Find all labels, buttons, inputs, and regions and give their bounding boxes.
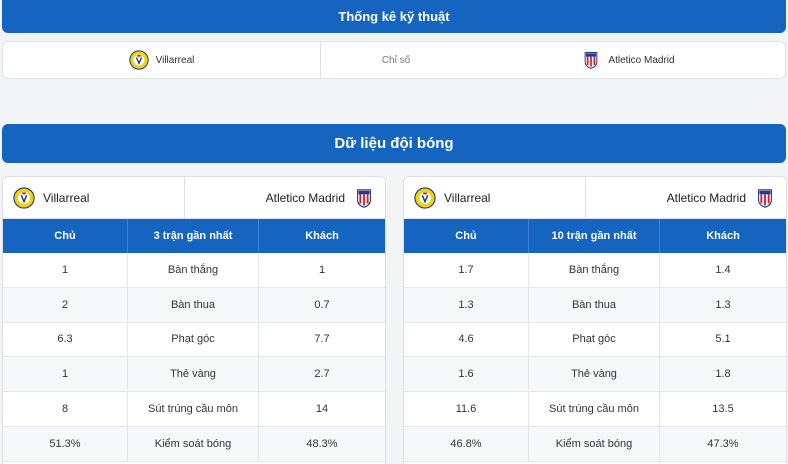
away-team[interactable]: Atletico Madrid [471, 42, 785, 78]
stat-name: Kiểm soát bóng [529, 426, 660, 461]
page-title: Thống kê kỹ thuật [2, 0, 786, 33]
stat-name: Kiểm soát bóng [128, 426, 259, 461]
away-team[interactable]: Atletico Madrid [586, 177, 786, 218]
away-value: 48.3% [306, 437, 338, 450]
home-value: 1.7 [404, 253, 529, 287]
table-row: 8 Sút trúng cầu môn 14 [3, 392, 385, 427]
home-value: 2 [3, 287, 128, 322]
home-value: 11.6 [404, 392, 529, 426]
table-body: 1 Bàn thắng 1 2 Bàn thua 0.7 6.3 Phạt góc 7.7 … [3, 253, 385, 462]
col-period: 3 trận gần nhất [128, 219, 259, 253]
away-value: 1 [318, 263, 326, 276]
away-value: 47.3% [707, 437, 739, 450]
teams-row: Villarreal Atletico Madrid [404, 177, 786, 219]
table-row: 51.3% Kiểm soát bóng 48.3% [3, 426, 385, 462]
home-value: 1 [3, 357, 128, 392]
table-row: 1.7 Bàn thắng 1.4 [404, 253, 786, 288]
away-value: 14 [315, 403, 329, 416]
away-value: 2.7 [314, 368, 330, 381]
away-team[interactable]: Atletico Madrid [185, 177, 385, 218]
away-team-name: Atletico Madrid [265, 190, 345, 205]
home-value: 8 [3, 392, 128, 426]
table-header: Chủ 10 trận gần nhất Khách [404, 219, 786, 253]
match-header: Villarreal Chỉ số Atletico Madrid [2, 41, 786, 79]
col-home: Chủ [404, 219, 529, 253]
villarreal-crest-icon [129, 50, 149, 70]
away-value: 1.8 [715, 368, 731, 381]
table-row: 11.6 Sút trúng cầu môn 13.5 [404, 392, 786, 427]
atletico-crest-icon [353, 187, 375, 209]
teams-row: Villarreal Atletico Madrid [3, 177, 385, 219]
villarreal-crest-icon [13, 187, 35, 209]
table-row: 4.6 Phạt góc 5.1 [404, 322, 786, 358]
villarreal-crest-icon [414, 187, 436, 209]
col-period: 10 trận gần nhất [529, 219, 660, 253]
table-row: 6.3 Phạt góc 7.7 [3, 322, 385, 358]
atletico-crest-icon [581, 50, 601, 70]
stat-name: Phạt góc [529, 322, 660, 357]
away-value: 13.5 [712, 403, 734, 416]
home-value: 6.3 [3, 322, 128, 357]
home-value: 1.3 [404, 287, 529, 322]
away-value: 5.1 [715, 333, 731, 346]
stat-name: Bàn thua [128, 287, 259, 322]
section-title: Dữ liệu đội bóng [2, 124, 786, 163]
stat-name: Sút trúng cầu môn [529, 392, 660, 426]
stat-name: Bàn thắng [529, 253, 660, 287]
table-header: Chủ 3 trận gần nhất Khách [3, 219, 385, 253]
table-row: 1.6 Thẻ vàng 1.8 [404, 357, 786, 393]
home-team-name: Villarreal [444, 190, 491, 205]
home-value: 1 [3, 253, 128, 287]
away-team-name: Atletico Madrid [608, 54, 675, 66]
stat-name: Bàn thắng [128, 253, 259, 287]
atletico-crest-icon [754, 187, 776, 209]
table-row: 1 Bàn thắng 1 [3, 253, 385, 288]
away-value: 1.4 [715, 263, 731, 276]
stats-panel-last-10: Villarreal Atletico Madrid Chủ 10 trận g… [403, 176, 787, 464]
away-value: 0.7 [314, 298, 330, 311]
home-team[interactable]: Villarreal [3, 177, 185, 218]
stat-name: Thẻ vàng [128, 357, 259, 392]
table-row: 1.3 Bàn thua 1.3 [404, 287, 786, 323]
col-home: Chủ [3, 219, 128, 253]
home-value: 46.8% [404, 426, 529, 461]
stat-name: Sút trúng cầu môn [128, 392, 259, 426]
away-value: 7.7 [314, 333, 330, 346]
table-body: 1.7 Bàn thắng 1.4 1.3 Bàn thua 1.3 4.6 Phạt g… [404, 253, 786, 462]
home-team-name: Villarreal [155, 54, 195, 66]
table-row: 1 Thẻ vàng 2.7 [3, 357, 385, 393]
stat-name: Bàn thua [529, 287, 660, 322]
home-value: 1.6 [404, 357, 529, 392]
away-team-name: Atletico Madrid [666, 190, 746, 205]
stat-name: Thẻ vàng [529, 357, 660, 392]
stats-panel-last-3: Villarreal Atletico Madrid Chủ 3 trận gầ… [2, 176, 386, 464]
col-away: Khách [305, 230, 339, 242]
home-value: 51.3% [3, 426, 128, 461]
home-team[interactable]: Villarreal [404, 177, 586, 218]
home-team-name: Villarreal [43, 190, 90, 205]
table-row: 2 Bàn thua 0.7 [3, 287, 385, 323]
stat-name: Phạt góc [128, 322, 259, 357]
table-row: 46.8% Kiểm soát bóng 47.3% [404, 426, 786, 462]
away-value: 1.3 [715, 298, 731, 311]
home-team[interactable]: Villarreal [3, 42, 321, 78]
home-value: 4.6 [404, 322, 529, 357]
col-away: Khách [706, 230, 740, 242]
stat-label: Chỉ số [381, 54, 411, 66]
